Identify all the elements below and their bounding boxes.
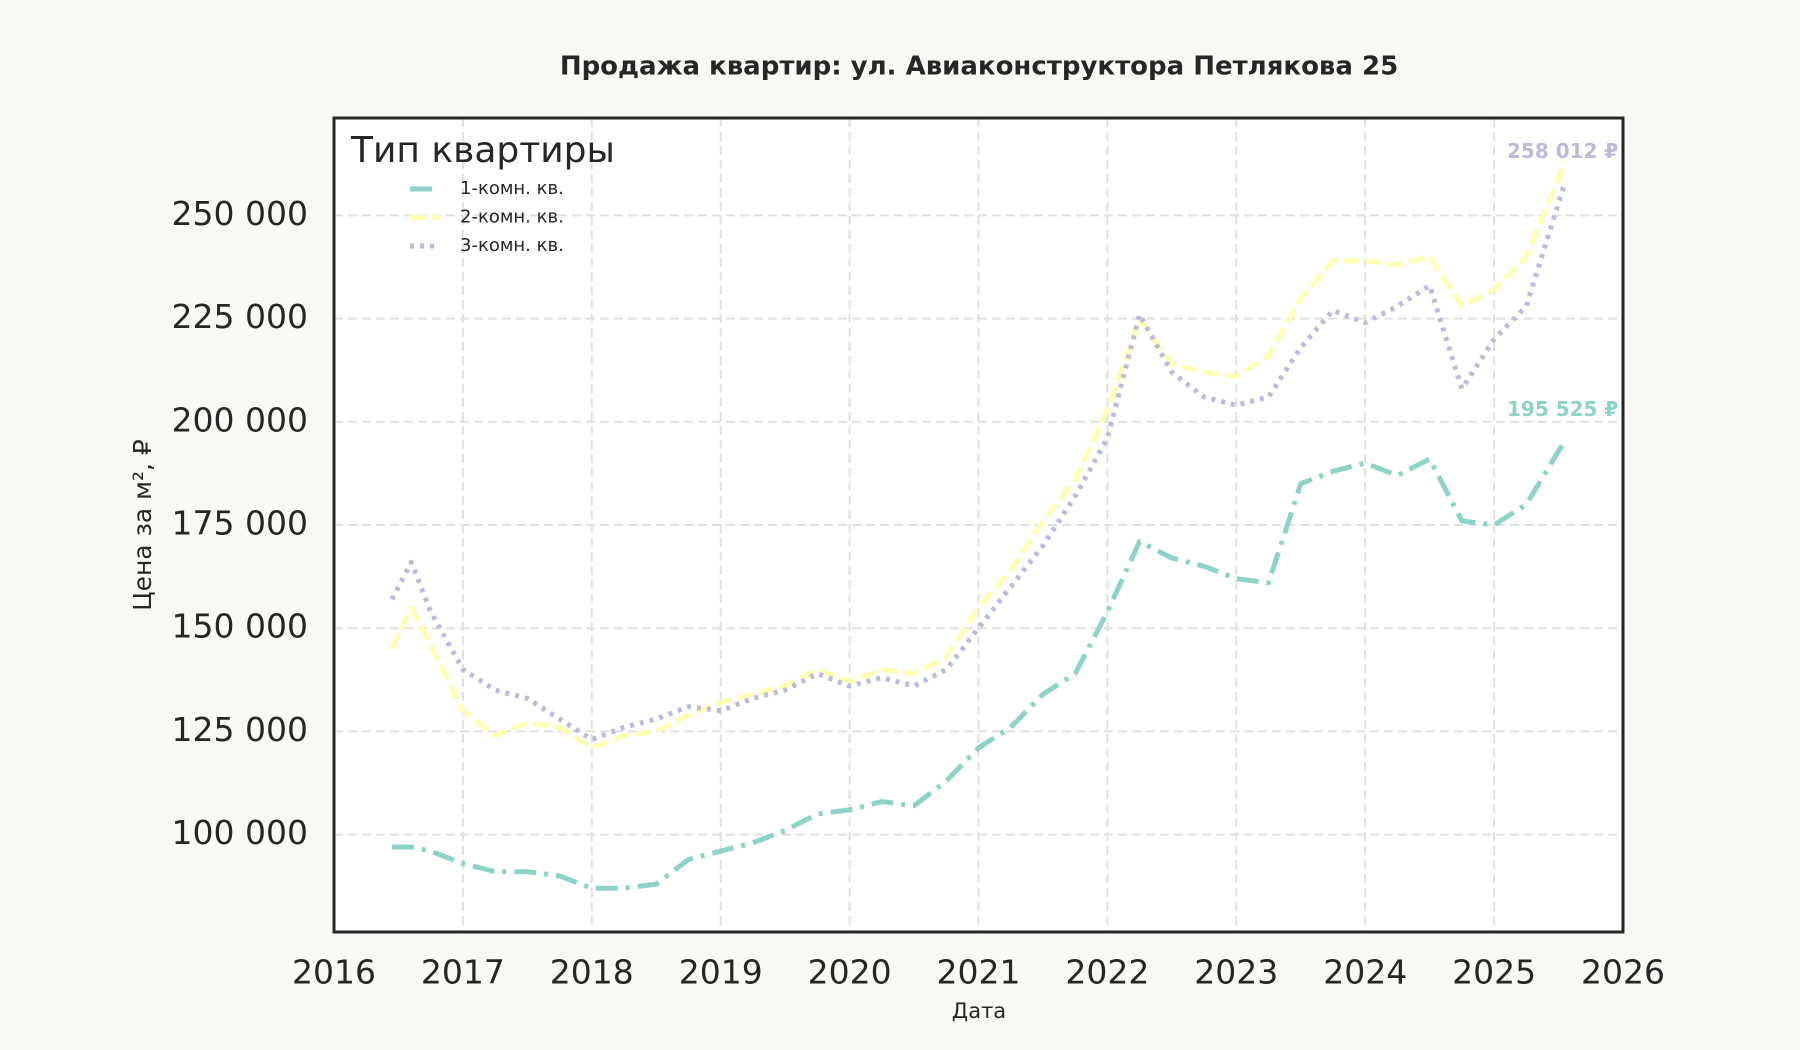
x-tick-label: 2025 <box>1452 953 1536 992</box>
y-tick-label: 150 000 <box>172 607 308 646</box>
x-tick-label: 2021 <box>937 953 1021 992</box>
legend-title: Тип квартиры <box>350 130 615 171</box>
lines <box>389 160 1568 891</box>
x-tick-label: 2016 <box>292 953 376 992</box>
y-tick-label: 175 000 <box>172 504 308 543</box>
x-tick-label: 2023 <box>1194 953 1278 992</box>
series-line <box>389 160 1568 751</box>
y-tick-label: 125 000 <box>172 710 308 749</box>
x-tick-label: 2024 <box>1323 953 1407 992</box>
legend-label: 3-комн. кв. <box>460 235 564 256</box>
chart-title: Продажа квартир: ул. Авиаконструктора Пе… <box>560 52 1398 82</box>
legend: 1-комн. кв. 2-комн. кв. 3-комн. кв. <box>410 178 564 256</box>
x-tick-label: 2022 <box>1065 953 1149 992</box>
y-axis-label: Цена за м², ₽ <box>128 439 157 611</box>
x-axis-label: Дата <box>952 999 1006 1023</box>
x-tick-label: 2017 <box>421 953 505 992</box>
y-tick-label: 200 000 <box>172 400 308 439</box>
x-tick-label: 2026 <box>1581 953 1665 992</box>
series-line <box>389 181 1568 743</box>
series-line <box>392 439 1568 891</box>
x-tick-label: 2020 <box>808 953 892 992</box>
y-tick-label: 250 000 <box>172 194 308 233</box>
plot-frame <box>332 116 1625 934</box>
x-tick-label: 2018 <box>550 953 634 992</box>
y-tick-label: 100 000 <box>172 813 308 852</box>
end-label: 195 525 ₽ <box>1507 397 1618 421</box>
grid <box>333 118 1624 932</box>
legend-label: 1-комн. кв. <box>460 178 564 199</box>
y-tick-label: 225 000 <box>172 297 308 336</box>
legend-label: 2-комн. кв. <box>460 207 564 228</box>
x-tick-label: 2019 <box>679 953 763 992</box>
end-label: 258 012 ₽ <box>1507 139 1618 163</box>
